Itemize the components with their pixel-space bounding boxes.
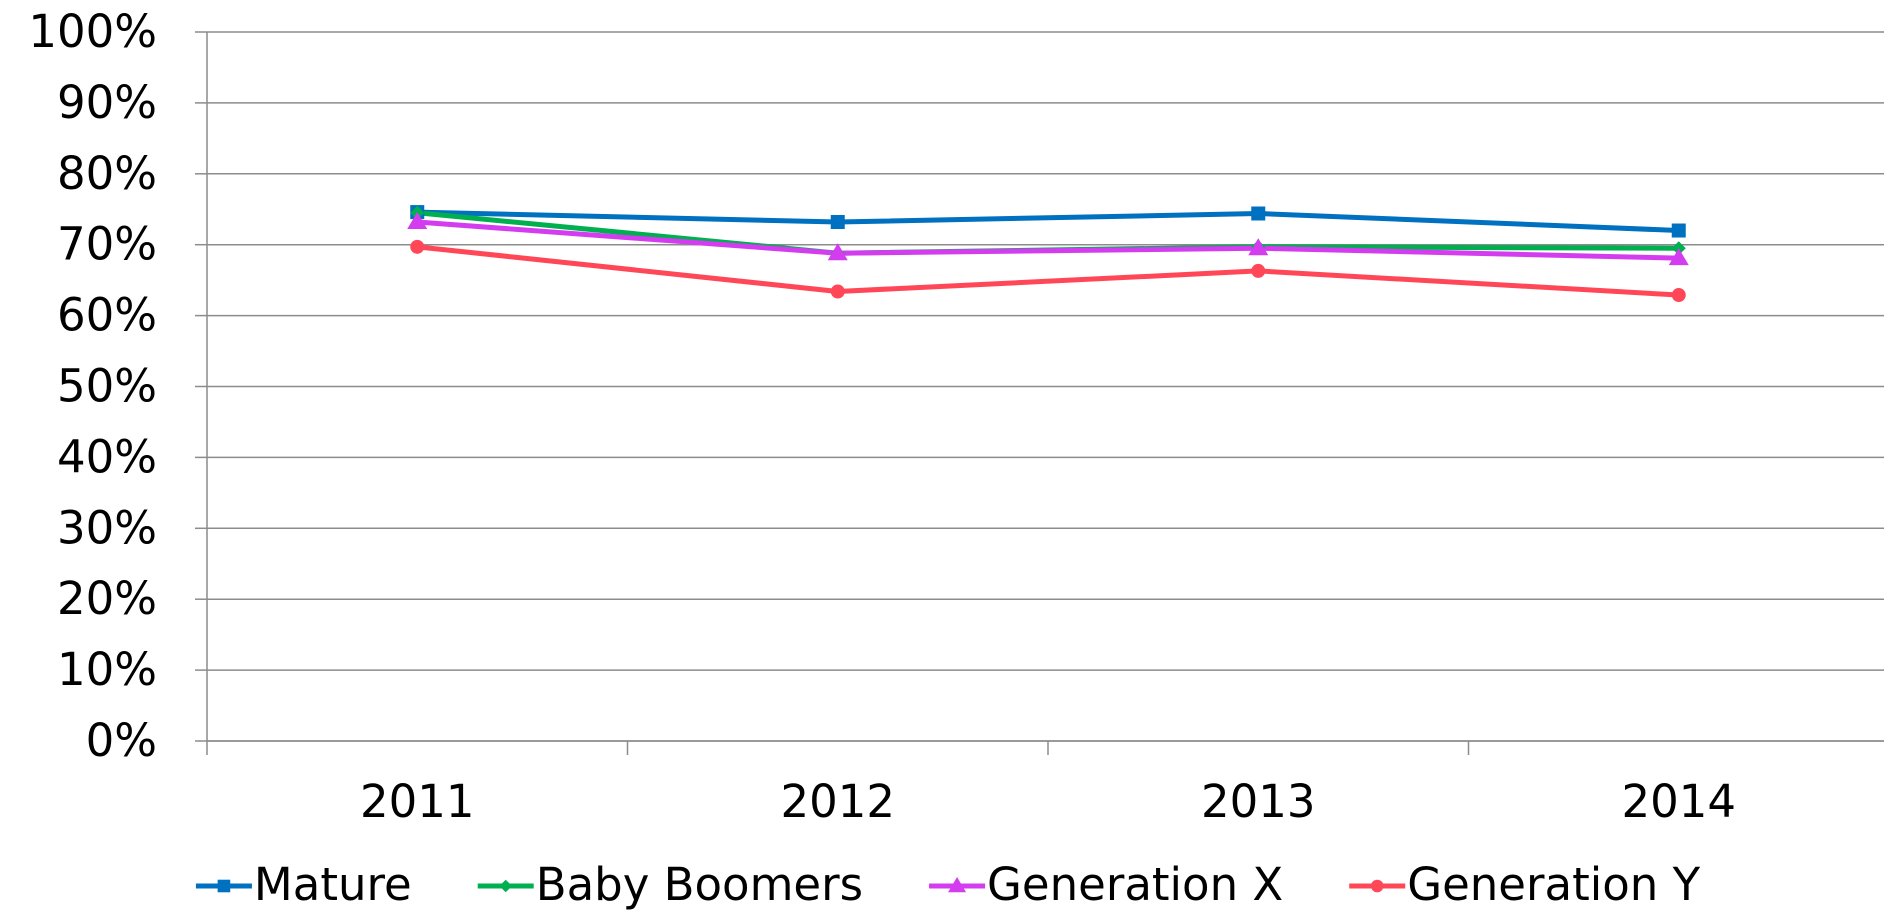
x-tick-label: 2012: [780, 775, 895, 828]
marker: [1671, 288, 1686, 303]
legend-item: Generation X: [929, 858, 1283, 910]
marker: [1251, 206, 1266, 221]
marker: [830, 284, 845, 299]
y-tick-label: 60%: [57, 289, 157, 342]
marker: [1668, 248, 1689, 266]
marker: [1671, 223, 1686, 238]
y-tick-label: 10%: [57, 643, 157, 696]
marker: [1248, 238, 1269, 256]
marker: [827, 243, 848, 261]
series-line: [416, 244, 1679, 298]
legend-label: Generation Y: [1407, 858, 1700, 910]
y-tick-label: 40%: [57, 430, 157, 483]
legend-item: Baby Boomers: [477, 858, 863, 910]
series-line: [417, 209, 1679, 234]
y-tick-label: 30%: [57, 501, 157, 554]
y-tick-label: 0%: [86, 714, 157, 767]
y-tick-label: 70%: [57, 218, 157, 271]
series-line: [417, 219, 1679, 261]
marker: [407, 212, 428, 230]
marker: [830, 215, 845, 230]
legend-item: Mature: [195, 858, 412, 910]
marker: [499, 879, 512, 893]
x-tick-label: 2014: [1621, 775, 1736, 828]
y-tick-label: 100%: [28, 5, 157, 58]
marker: [410, 239, 425, 254]
y-tick-label: 50%: [57, 360, 157, 413]
legend-label: Baby Boomers: [536, 858, 863, 910]
legend-label: Generation X: [987, 858, 1283, 910]
x-tick-label: 2011: [360, 775, 475, 828]
x-tick-label: 2013: [1201, 775, 1316, 828]
marker: [1370, 879, 1384, 893]
marker: [948, 877, 967, 893]
marker: [217, 879, 231, 893]
y-tick-label: 20%: [57, 572, 157, 625]
legend-label: Mature: [254, 858, 412, 910]
y-tick-label: 90%: [57, 76, 157, 129]
legend-item: Generation Y: [1349, 858, 1701, 910]
marker: [1251, 263, 1266, 278]
y-tick-label: 80%: [57, 147, 157, 200]
